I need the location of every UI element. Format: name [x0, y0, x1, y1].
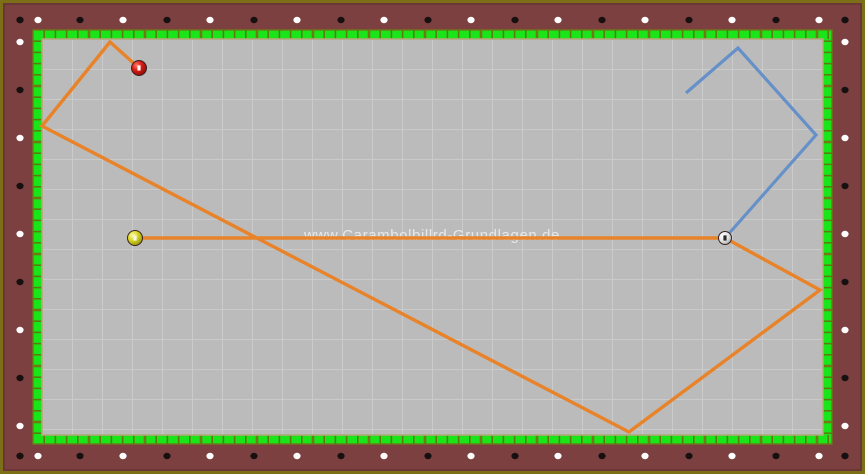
diamond-sight-white [119, 452, 127, 460]
blue-reference-path [684, 45, 819, 240]
diamond-sight-white [34, 16, 42, 24]
diamond-sight-black [163, 452, 171, 460]
diamond-sight-black [841, 452, 849, 460]
diamond-sight-black [772, 16, 780, 24]
diamond-sight-white [728, 16, 736, 24]
diamond-sight-black [841, 278, 849, 286]
diamond-sight-black [685, 452, 693, 460]
diamond-sight-black [16, 374, 24, 382]
diamond-sight-white [815, 452, 823, 460]
diamond-sight-black [841, 86, 849, 94]
diamond-sight-white [467, 452, 475, 460]
diamond-sight-black [424, 452, 432, 460]
diamond-sight-black [598, 16, 606, 24]
diamond-sight-white [293, 452, 301, 460]
yellow-object-ball-center-mark [133, 235, 137, 241]
diamond-sight-black [841, 16, 849, 24]
diamond-sight-white [641, 16, 649, 24]
diamond-sight-black [772, 452, 780, 460]
diamond-sight-black [16, 278, 24, 286]
diamond-sight-black [16, 182, 24, 190]
diamond-sight-black [598, 452, 606, 460]
diamond-sight-black [424, 16, 432, 24]
diamond-sight-white [293, 16, 301, 24]
diamond-sights [16, 16, 849, 460]
red-object-ball[interactable] [131, 60, 147, 76]
diamond-sight-white [815, 16, 823, 24]
diamond-sight-white [16, 326, 24, 334]
playing-surface-edge [41, 38, 824, 436]
diamond-sight-white [206, 452, 214, 460]
diamond-sight-white [841, 38, 849, 46]
diamond-sight-black [841, 374, 849, 382]
diamond-sight-black [16, 452, 24, 460]
diamond-sight-white [119, 16, 127, 24]
diamond-sight-white [554, 452, 562, 460]
diamond-sight-white [841, 326, 849, 334]
diamond-sight-white [554, 16, 562, 24]
diamond-sight-white [16, 134, 24, 142]
diamond-sight-white [380, 16, 388, 24]
diamond-sight-white [16, 38, 24, 46]
diamond-sight-white [841, 230, 849, 238]
rail-wood-inner-shade [3, 3, 862, 471]
diamond-sight-white [206, 16, 214, 24]
diamond-sight-black [685, 16, 693, 24]
diamond-sight-black [250, 16, 258, 24]
diamond-sight-black [16, 86, 24, 94]
diamond-sight-black [163, 16, 171, 24]
diamond-sight-white [16, 422, 24, 430]
diamond-sight-white [641, 452, 649, 460]
balls-layer [127, 60, 732, 246]
diamond-sight-white [16, 230, 24, 238]
white-cue-ball-center-mark [723, 235, 727, 241]
diamond-sight-black [250, 452, 258, 460]
diamond-sight-white [380, 452, 388, 460]
diamond-sight-black [337, 452, 345, 460]
diamond-sight-black [16, 16, 24, 24]
diamond-sight-white [34, 452, 42, 460]
watermark-text: www.Carambolbillrd-Grundlagen.de [303, 227, 560, 244]
diamond-sight-black [337, 16, 345, 24]
diamond-sight-black [511, 452, 519, 460]
yellow-object-ball[interactable] [127, 230, 143, 246]
diamond-sight-black [511, 16, 519, 24]
red-object-ball-center-mark [137, 65, 141, 71]
diamond-sight-white [841, 422, 849, 430]
diamond-sight-white [467, 16, 475, 24]
diamond-sight-black [76, 16, 84, 24]
white-cue-ball[interactable] [718, 231, 732, 245]
diamond-sight-white [728, 452, 736, 460]
diamond-sight-black [76, 452, 84, 460]
diamond-sight-black [841, 182, 849, 190]
diamond-sight-white [841, 134, 849, 142]
